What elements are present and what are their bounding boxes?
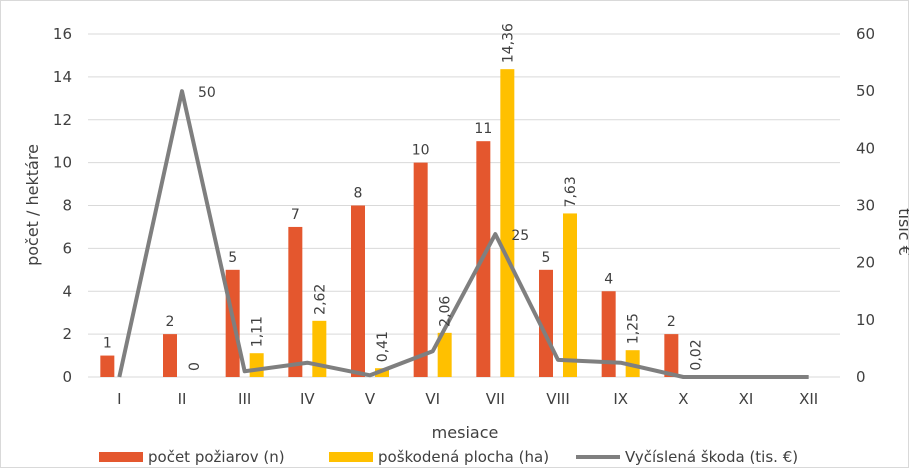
data-label-area: 2,06 [438,296,454,327]
y2-tick-label: 20 [856,254,875,272]
y-tick-label: 8 [62,197,72,215]
x-tick-label: VI [425,390,440,408]
legend-swatch-area [329,452,373,462]
data-label-fires: 1 [103,336,112,352]
bar-area [563,213,577,377]
x-tick-label: VII [486,390,505,408]
bar-area [437,332,452,377]
x-tick-label: VIII [546,390,570,408]
data-label-area: 2,62 [312,284,328,315]
bar-area [312,320,327,377]
data-label-fires: 7 [291,207,300,223]
y-tick-label: 14 [53,68,72,86]
x-tick-label: V [365,390,376,408]
data-label-fires: 2 [667,314,676,330]
y2-tick-label: 10 [856,311,875,329]
data-label-damage: 50 [198,85,216,101]
data-label-fires: 10 [412,143,430,159]
damage-line [117,89,809,379]
y2-axis-title: tisíc € [895,208,909,256]
bars [100,69,703,377]
left-axis-ticks: 0 2 4 6 8 10 12 14 16 [53,25,72,386]
bar-fires [664,334,679,377]
x-axis-title: mesiace [432,423,499,442]
y-tick-label: 16 [53,25,72,43]
x-tick-label: XII [799,390,818,408]
data-label-area: 14,36 [500,23,516,63]
data-label-area: 0 [187,362,203,371]
data-label-fires: 11 [474,121,492,137]
y-tick-label: 4 [62,282,72,300]
legend-label-fires: počet požiarov (n) [148,448,285,466]
bar-fires [601,291,616,377]
x-tick-label: X [678,390,688,408]
data-label-area: 0,02 [688,339,704,370]
x-tick-label: III [238,390,251,408]
y2-tick-label: 60 [856,25,875,43]
bar-area [249,353,264,377]
damage-line-path [117,89,809,379]
legend: počet požiarov (n) poškodená plocha (ha)… [99,448,798,466]
data-label-damage: 25 [511,228,529,244]
x-tick-label: I [117,390,121,408]
bar-fires [413,162,428,377]
bar-fires [539,269,553,377]
y-axis-title: počet / hektáre [23,144,42,266]
legend-label-damage: Vyčíslená škoda (tis. €) [625,448,798,466]
y-tick-label: 2 [62,325,72,343]
legend-label-area: poškodená plocha (ha) [378,448,549,466]
y2-tick-label: 50 [856,82,875,100]
data-label-fires: 4 [604,271,613,287]
bar-fires [163,334,177,377]
data-label-fires: 8 [354,186,363,202]
data-label-area: 1,11 [250,316,266,347]
y-tick-label: 12 [53,111,72,129]
x-tick-label: IX [613,390,628,408]
y-tick-label: 6 [62,239,72,257]
x-tick-label: IV [300,390,315,408]
bar-fires [351,205,365,377]
bar-fires [100,355,115,377]
legend-swatch-fires [99,452,143,462]
x-tick-label: XI [739,390,754,408]
data-label-area: 7,63 [563,176,579,207]
y-tick-label: 10 [53,154,72,172]
data-label-area: 0,41 [375,331,391,362]
y2-tick-label: 40 [856,139,875,157]
bar-fires [288,226,303,377]
y2-tick-label: 30 [856,197,875,215]
data-labels: 1 2 0 5 1,11 7 2,62 8 0,41 10 2,06 11 14,36 5 7,63 4 1,2… [103,23,704,371]
right-axis-ticks: 0 10 20 30 40 50 60 [856,25,875,386]
data-label-area: 1,25 [626,313,642,344]
y-tick-label: 0 [62,368,72,386]
bar-area [500,69,515,377]
data-label-fires: 5 [228,250,237,266]
y2-tick-label: 0 [856,368,866,386]
x-tick-label: II [178,390,187,408]
data-label-fires: 2 [166,314,175,330]
x-axis-ticks: I II III IV V VI VII VIII IX X XI XII [117,390,818,408]
data-label-fires: 5 [542,250,551,266]
